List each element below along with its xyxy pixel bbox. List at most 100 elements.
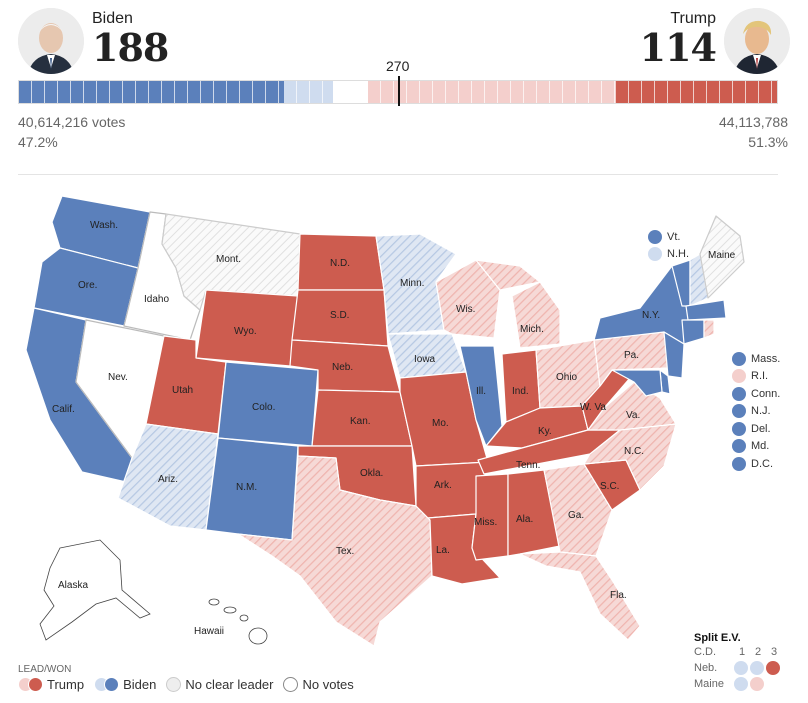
label-tn: Tenn.	[516, 460, 540, 471]
state-mi[interactable]	[511, 281, 561, 349]
state-ak[interactable]	[39, 539, 151, 641]
map-legend: LEAD/WON Trump Biden No clear leader No …	[18, 664, 354, 692]
bar-biden-won	[19, 81, 284, 103]
biden-vote-totals: 40,614,216 votes 47.2%	[18, 112, 125, 152]
side-state-md[interactable]: Md.	[732, 438, 780, 456]
side-state-ma[interactable]: Mass.	[732, 350, 780, 368]
trump-avatar	[724, 8, 790, 74]
status-dot	[732, 439, 746, 454]
small-state-nh[interactable]: N.H.	[648, 246, 689, 264]
side-state-dc[interactable]: D.C.	[732, 455, 780, 473]
split-row-neb: Neb.	[694, 660, 782, 676]
threshold-label: 270	[386, 58, 410, 74]
side-state-ct[interactable]: Conn.	[732, 385, 780, 403]
trump-electoral-votes: 114	[639, 25, 717, 70]
label-ia: Iowa	[414, 354, 436, 365]
split-cd2: 2	[754, 646, 762, 658]
threshold-marker	[398, 76, 400, 106]
label-mn: Minn.	[400, 278, 424, 289]
trump-vote-totals: 44,113,788 51.3%	[719, 112, 788, 152]
state-ct[interactable]	[681, 319, 705, 345]
label-sc: S.C.	[600, 481, 619, 492]
trump-legend-swatch	[18, 677, 43, 692]
biden-avatar	[18, 8, 84, 74]
label-pa: Pa.	[624, 350, 639, 361]
label-la: La.	[436, 545, 450, 556]
biden-vote-pct: 47.2%	[18, 134, 58, 150]
label-ga: Ga.	[568, 510, 584, 521]
status-dot	[648, 247, 662, 262]
biden-name: Biden	[92, 10, 133, 27]
state-ga[interactable]	[543, 463, 613, 557]
label-va: Va.	[626, 410, 640, 421]
small-states-east: Mass. R.I. Conn. N.J. Del. Md. D.C.	[732, 350, 780, 473]
status-dot	[732, 456, 746, 471]
label-ky: Ky.	[538, 426, 552, 437]
state-al[interactable]	[507, 469, 561, 557]
split-maine-label: Maine	[694, 678, 724, 690]
side-state-label: Conn.	[751, 387, 781, 400]
state-ri[interactable]	[703, 319, 715, 339]
bar-trump-lead	[368, 81, 617, 103]
bar-trump-won	[616, 81, 777, 103]
label-co: Colo.	[252, 402, 275, 413]
side-state-de[interactable]: Del.	[732, 420, 780, 438]
side-state-label: N.J.	[751, 405, 771, 418]
label-tx: Tex.	[336, 546, 354, 557]
state-mi-up[interactable]	[475, 259, 541, 291]
state-hi[interactable]	[208, 598, 268, 645]
status-dot	[732, 351, 746, 366]
side-state-ri[interactable]: R.I.	[732, 368, 780, 386]
split-neb-label: Neb.	[694, 662, 718, 674]
us-results-map: Wash. Ore. Calif. Idaho Nev. Mont. Wyo. …	[25, 195, 745, 647]
label-wv: W. Va	[580, 402, 606, 413]
state-tx[interactable]	[237, 455, 433, 647]
status-dot	[732, 421, 746, 436]
split-row-maine: Maine	[694, 676, 782, 692]
label-al: Ala.	[516, 514, 533, 525]
divider	[18, 174, 778, 175]
state-nj[interactable]	[663, 331, 685, 379]
split-cd1: 1	[738, 646, 746, 658]
split-ev-title: Split E.V.	[694, 632, 741, 644]
label-ar: Ark.	[434, 480, 452, 491]
split-cd3: 3	[770, 646, 778, 658]
label-ca: Calif.	[52, 404, 75, 415]
state-md[interactable]	[611, 369, 663, 397]
maine-cd2-dot[interactable]	[750, 677, 764, 691]
no-leader-swatch	[166, 677, 182, 692]
label-il: Ill.	[476, 386, 486, 397]
label-me: Maine	[708, 250, 736, 261]
small-states-ne: Vt. N.H.	[648, 228, 689, 263]
biden-electoral-votes: 188	[92, 25, 169, 70]
biden-popular-votes: 40,614,216 votes	[18, 114, 126, 130]
state-or[interactable]	[33, 247, 139, 327]
label-in: Ind.	[512, 386, 529, 397]
state-fl[interactable]	[519, 551, 641, 641]
neb-cd3-dot[interactable]	[766, 661, 780, 675]
label-ms: Miss.	[474, 517, 497, 528]
side-state-nj[interactable]: N.J.	[732, 403, 780, 421]
label-wy: Wyo.	[234, 326, 257, 337]
legend-no-leader: No clear leader	[185, 677, 274, 692]
legend-no-votes: No votes	[302, 677, 354, 692]
neb-cd2-dot[interactable]	[750, 661, 764, 675]
biden-legend-swatch	[94, 677, 120, 692]
maine-cd1-dot[interactable]	[734, 677, 748, 691]
trump-popular-votes: 44,113,788	[718, 114, 788, 130]
small-state-vt[interactable]: Vt.	[648, 228, 689, 246]
state-me[interactable]	[699, 215, 745, 299]
state-ma[interactable]	[685, 299, 727, 321]
neb-cd1-dot[interactable]	[734, 661, 748, 675]
label-oh: Ohio	[556, 372, 578, 383]
label-ny: N.Y.	[642, 310, 660, 321]
trump-name: Trump	[670, 10, 716, 27]
side-state-label: R.I.	[751, 370, 769, 383]
label-nm: N.M.	[236, 482, 257, 493]
label-fl: Fla.	[610, 590, 627, 601]
label-ks: Kan.	[350, 416, 371, 427]
status-dot	[732, 369, 746, 384]
electoral-bar	[18, 80, 778, 104]
label-nv: Nev.	[108, 372, 128, 383]
side-state-label: D.C.	[751, 457, 773, 470]
